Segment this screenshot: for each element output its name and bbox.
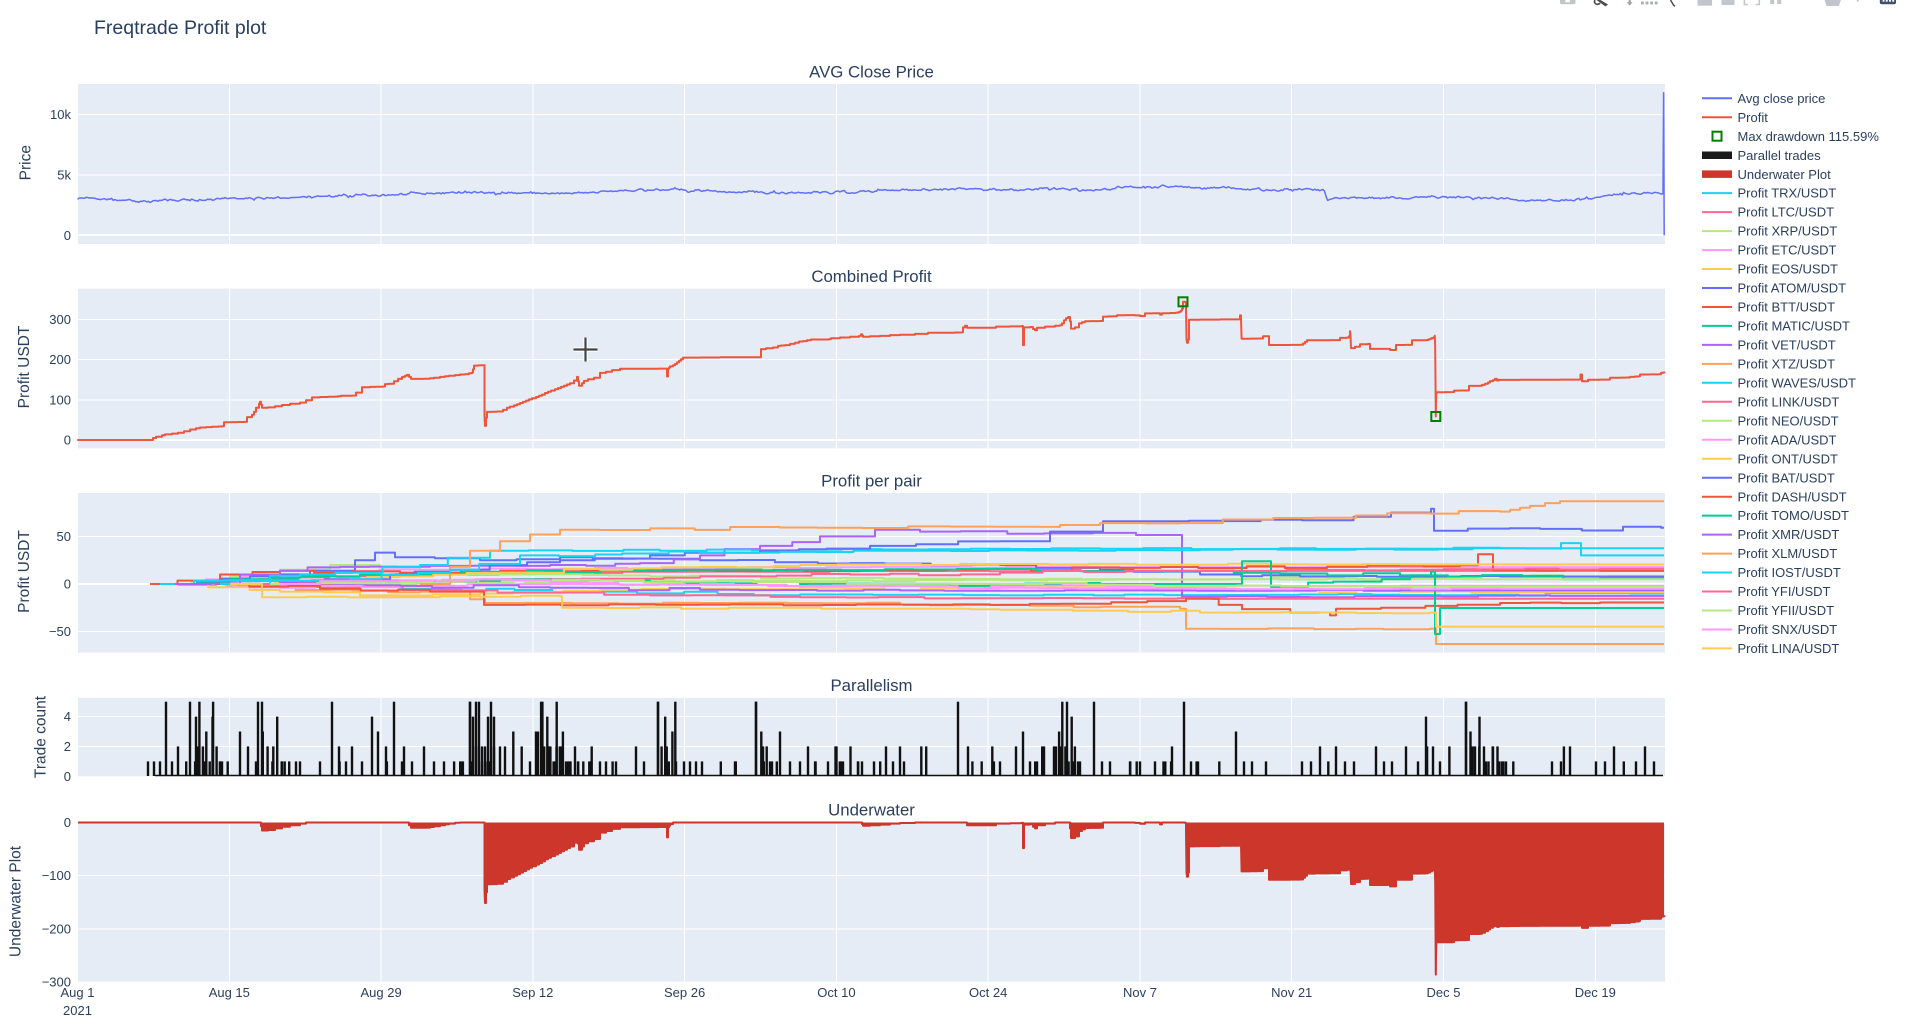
svg-text:Profit NEO/USDT: Profit NEO/USDT	[1738, 413, 1839, 428]
svg-text:Sep 12: Sep 12	[512, 985, 553, 1000]
svg-text:200: 200	[49, 352, 71, 367]
svg-text:0: 0	[64, 769, 71, 784]
svg-text:Trade count: Trade count	[33, 695, 50, 778]
svg-text:Combined Profit: Combined Profit	[811, 267, 932, 286]
svg-text:Price: Price	[17, 145, 34, 180]
svg-text:Profit SNX/USDT: Profit SNX/USDT	[1738, 622, 1838, 637]
svg-text:Profit EOS/USDT: Profit EOS/USDT	[1738, 262, 1838, 277]
svg-text:Underwater Plot: Underwater Plot	[8, 845, 25, 957]
svg-text:Nov 21: Nov 21	[1271, 985, 1312, 1000]
svg-text:Profit MATIC/USDT: Profit MATIC/USDT	[1738, 319, 1850, 334]
svg-text:2: 2	[64, 739, 71, 754]
svg-text:10k: 10k	[50, 107, 71, 122]
svg-text:0: 0	[64, 433, 71, 448]
svg-text:Profit DASH/USDT: Profit DASH/USDT	[1738, 489, 1847, 504]
svg-text:Profit WAVES/USDT: Profit WAVES/USDT	[1738, 375, 1857, 390]
svg-text:0: 0	[64, 815, 71, 830]
svg-text:300: 300	[49, 312, 71, 327]
svg-text:Profit: Profit	[1738, 110, 1769, 125]
svg-text:Dec 5: Dec 5	[1427, 985, 1461, 1000]
svg-text:Oct 24: Oct 24	[969, 985, 1007, 1000]
svg-text:Profit ATOM/USDT: Profit ATOM/USDT	[1738, 281, 1847, 296]
svg-text:0: 0	[64, 577, 71, 592]
svg-text:Profit USDT: Profit USDT	[16, 530, 33, 613]
svg-text:Aug 15: Aug 15	[209, 985, 250, 1000]
svg-text:Oct 10: Oct 10	[817, 985, 855, 1000]
svg-text:AVG Close Price: AVG Close Price	[809, 62, 934, 81]
svg-text:Profit BTT/USDT: Profit BTT/USDT	[1738, 300, 1836, 315]
svg-text:Profit LINA/USDT: Profit LINA/USDT	[1738, 641, 1840, 656]
svg-text:Underwater: Underwater	[828, 800, 915, 819]
svg-text:Profit TRX/USDT: Profit TRX/USDT	[1738, 186, 1837, 201]
svg-text:Profit ETC/USDT: Profit ETC/USDT	[1738, 243, 1837, 258]
svg-text:Profit YFII/USDT: Profit YFII/USDT	[1738, 603, 1835, 618]
svg-text:Profit XRP/USDT: Profit XRP/USDT	[1738, 224, 1838, 239]
svg-text:Freqtrade Profit plot: Freqtrade Profit plot	[94, 17, 267, 39]
svg-text:Profit per pair: Profit per pair	[821, 471, 922, 490]
svg-text:Profit LTC/USDT: Profit LTC/USDT	[1738, 205, 1835, 220]
svg-text:Profit VET/USDT: Profit VET/USDT	[1738, 338, 1836, 353]
svg-text:Profit IOST/USDT: Profit IOST/USDT	[1738, 565, 1841, 580]
svg-text:Profit TOMO/USDT: Profit TOMO/USDT	[1738, 508, 1850, 523]
svg-text:Profit YFI/USDT: Profit YFI/USDT	[1738, 584, 1831, 599]
svg-text:4: 4	[64, 709, 71, 724]
svg-text:Sep 26: Sep 26	[664, 985, 705, 1000]
svg-text:Parallelism: Parallelism	[830, 676, 912, 695]
svg-text:Profit ADA/USDT: Profit ADA/USDT	[1738, 432, 1837, 447]
svg-text:2021: 2021	[63, 1003, 92, 1018]
svg-text:100: 100	[49, 392, 71, 407]
svg-text:Profit XMR/USDT: Profit XMR/USDT	[1738, 527, 1840, 542]
svg-text:Parallel trades: Parallel trades	[1738, 148, 1822, 163]
svg-text:Dec 19: Dec 19	[1575, 985, 1616, 1000]
svg-text:Profit ONT/USDT: Profit ONT/USDT	[1738, 451, 1838, 466]
svg-text:Avg close price: Avg close price	[1738, 91, 1826, 106]
svg-text:Underwater Plot: Underwater Plot	[1738, 167, 1832, 182]
svg-text:−50: −50	[49, 624, 71, 639]
svg-text:Aug 29: Aug 29	[360, 985, 401, 1000]
svg-text:Profit LINK/USDT: Profit LINK/USDT	[1738, 394, 1840, 409]
svg-text:Nov 7: Nov 7	[1123, 985, 1157, 1000]
svg-text:−300: −300	[42, 974, 71, 989]
svg-text:−100: −100	[42, 868, 71, 883]
svg-text:5k: 5k	[57, 167, 71, 182]
svg-text:50: 50	[57, 529, 71, 544]
svg-text:Profit USDT: Profit USDT	[16, 325, 33, 408]
svg-text:Aug 1: Aug 1	[61, 985, 95, 1000]
svg-text:Profit XTZ/USDT: Profit XTZ/USDT	[1738, 357, 1836, 372]
svg-text:Profit XLM/USDT: Profit XLM/USDT	[1738, 546, 1838, 561]
svg-text:Profit BAT/USDT: Profit BAT/USDT	[1738, 470, 1835, 485]
svg-text:0: 0	[64, 228, 71, 243]
svg-text:−200: −200	[42, 922, 71, 937]
svg-text:Max drawdown 115.59%: Max drawdown 115.59%	[1738, 129, 1880, 144]
